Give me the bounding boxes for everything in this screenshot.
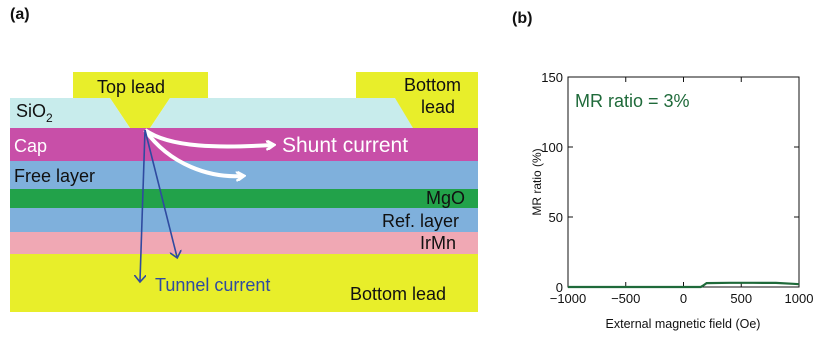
irmn-layer (10, 232, 478, 254)
free-layer-label: Free layer (14, 166, 95, 186)
y-tick-label: 50 (549, 210, 563, 225)
shunt-arrow-upper (143, 128, 272, 146)
mgo-label: MgO (426, 188, 465, 208)
irmn-label: IrMn (420, 233, 456, 253)
panel-b-chart: MR ratio = 3% MR ratio (%) External magn… (530, 70, 813, 331)
x-tick-label: 1000 (785, 291, 814, 306)
mgo-layer (10, 189, 478, 208)
sio2-right (150, 98, 413, 128)
tunnel-arrow-left (140, 129, 145, 281)
tunnel-current-label: Tunnel current (155, 275, 270, 295)
bottom-lead-upper-label-line1: Bottom (404, 75, 461, 95)
bottom-lead-upper-label-line2: lead (421, 97, 455, 117)
x-tick-label: −500 (611, 291, 640, 306)
mr-series-line (568, 281, 800, 289)
mr-ratio-annotation: MR ratio = 3% (575, 91, 690, 111)
top-lead (73, 72, 208, 128)
shunt-arrow-lower (143, 128, 242, 176)
tunnel-arrow-right (144, 129, 177, 257)
panel-a-label: (a) (10, 6, 30, 23)
y-tick-label: 100 (541, 140, 563, 155)
ref-layer-label: Ref. layer (382, 211, 459, 231)
y-axis-label: MR ratio (%) (530, 148, 544, 215)
bottom-lead-layer (10, 254, 478, 312)
ref-layer (10, 208, 478, 232)
cap-label: Cap (14, 136, 47, 156)
y-tick-label: 150 (541, 70, 563, 85)
shunt-current-label: Shunt current (282, 134, 408, 157)
panel-b-label: (b) (512, 10, 533, 27)
panel-a-stack: Top lead Bottom lead SiO2 Cap Free layer… (10, 72, 478, 312)
sio2-label: SiO2 (16, 101, 53, 125)
x-axis-label: External magnetic field (Oe) (606, 317, 761, 331)
sio2-left (10, 98, 130, 128)
x-tick-label: 0 (680, 291, 687, 306)
x-tick-label: 500 (730, 291, 752, 306)
top-lead-label: Top lead (97, 77, 165, 97)
x-tick-label: −1000 (550, 291, 587, 306)
bottom-lead-label: Bottom lead (350, 284, 446, 304)
y-tick-label: 0 (556, 280, 563, 295)
